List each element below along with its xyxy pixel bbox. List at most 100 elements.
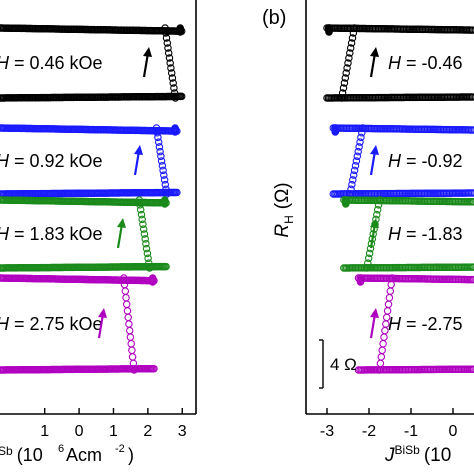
data-point — [123, 307, 132, 315]
curve-label: H = -1.83 — [388, 224, 463, 244]
data-point — [468, 26, 474, 34]
data-point — [342, 200, 350, 208]
panel-a-x-axis-unit-tail: Acm — [66, 445, 102, 465]
data-point — [142, 239, 150, 248]
data-point — [373, 210, 381, 219]
curve-label: H = -0.46 — [388, 53, 463, 73]
data-point — [358, 124, 367, 132]
arrow-up-icon — [142, 47, 152, 78]
data-point — [148, 278, 157, 286]
data-point — [165, 54, 174, 62]
panel-b: (b) -3 -2 -1 0 H = -0.46H = -0.92H = -1.83H… — [262, 0, 474, 466]
data-point — [385, 293, 394, 302]
panel-b-curves — [323, 24, 474, 374]
data-point — [384, 300, 393, 309]
data-point — [145, 259, 153, 267]
data-point — [139, 225, 148, 233]
data-point — [373, 205, 382, 214]
data-point — [142, 244, 151, 253]
data-point — [140, 230, 149, 238]
data-point — [157, 157, 166, 165]
data-point — [469, 365, 474, 373]
x-tick-label: 2 — [143, 423, 152, 440]
svg-text:RH(Ω): RH(Ω) — [272, 182, 296, 237]
arrow-up-icon — [369, 218, 379, 249]
data-point — [139, 220, 147, 229]
data-point — [160, 171, 168, 179]
arrow-up-icon — [133, 145, 143, 176]
data-point — [331, 128, 340, 136]
data-point — [121, 287, 130, 295]
scale-bar-label: 4 Ω — [330, 355, 357, 374]
data-point — [156, 147, 164, 156]
data-point — [166, 59, 174, 67]
curve-label: H = 2.75 kOe — [0, 314, 103, 334]
data-point — [162, 34, 171, 42]
scale-bar: 4 Ω — [319, 339, 357, 389]
data-point — [374, 201, 383, 209]
data-point — [160, 176, 169, 184]
panel-a-x-ticks: 1 0 1 2 3 — [40, 408, 187, 440]
data-point — [161, 24, 169, 32]
data-point — [162, 185, 170, 194]
panel-a-x-axis-unit-close: ) — [128, 445, 134, 465]
x-tick-label: 0 — [75, 423, 84, 440]
data-point — [346, 44, 355, 52]
data-point — [388, 274, 396, 282]
x-tick-label: 1 — [40, 423, 49, 440]
data-point — [136, 205, 145, 214]
curve-label: H = 0.92 kOe — [0, 151, 103, 171]
data-point — [349, 171, 358, 179]
data-point — [469, 275, 474, 284]
data-point — [363, 264, 371, 272]
data-point — [355, 143, 363, 151]
data-point — [171, 128, 179, 136]
data-point — [141, 235, 149, 243]
data-point — [122, 300, 131, 309]
data-point — [376, 359, 385, 368]
hysteresis-loop — [323, 24, 474, 102]
data-point — [342, 69, 350, 77]
data-point — [353, 152, 362, 161]
data-point — [469, 126, 474, 134]
panel-a: 1 0 1 2 3 H = 0.46 kOe H = 0.92 kOe H = 1.83 k… — [0, 0, 197, 465]
data-point — [152, 124, 161, 132]
data-point — [125, 320, 133, 328]
data-point — [164, 44, 172, 52]
data-point — [364, 254, 373, 263]
data-point — [157, 152, 165, 161]
arrow-up-icon — [116, 218, 126, 249]
data-point — [128, 353, 137, 361]
data-point — [143, 249, 152, 258]
data-point — [352, 157, 361, 165]
data-point — [358, 128, 366, 137]
data-point — [349, 29, 358, 37]
data-point — [169, 79, 177, 87]
data-point — [356, 278, 365, 286]
data-point — [469, 198, 474, 206]
arrow-up-icon — [369, 47, 379, 78]
data-point — [351, 161, 360, 170]
data-point — [377, 353, 386, 361]
panel-a-x-axis-unit-exp: 6 — [58, 443, 64, 455]
x-tick-label: 1 — [109, 423, 118, 440]
arrow-up-icon — [369, 308, 379, 339]
panel-b-curve-labels: H = -0.46 H = -0.92 H = -1.83 H = -2.75 — [369, 47, 463, 339]
data-point — [136, 201, 144, 209]
data-point — [349, 176, 357, 184]
data-point — [348, 180, 356, 189]
data-point — [126, 333, 135, 341]
data-point — [344, 59, 352, 67]
data-point — [356, 138, 364, 146]
data-point — [162, 29, 170, 37]
x-tick-label: -2 — [362, 423, 376, 440]
curve-label: H = -0.92 — [388, 151, 463, 171]
x-tick-label: -1 — [404, 423, 418, 440]
data-point — [357, 133, 365, 142]
data-point — [158, 161, 167, 170]
hysteresis-loop — [340, 196, 474, 272]
data-point — [164, 49, 173, 57]
data-point — [171, 94, 180, 102]
data-point — [380, 333, 388, 341]
